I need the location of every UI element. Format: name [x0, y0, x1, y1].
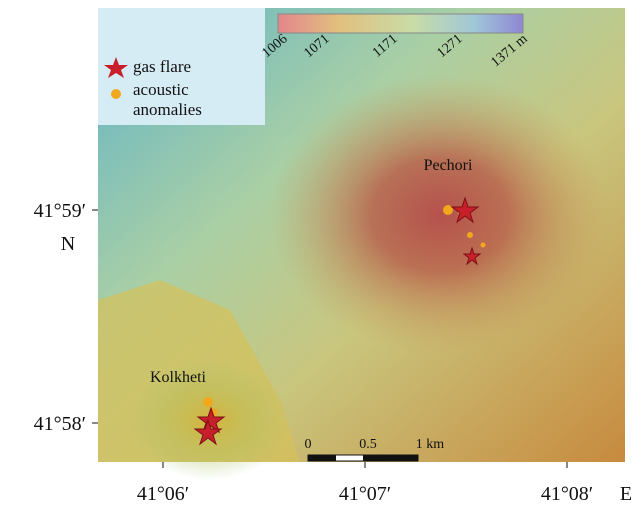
lon-label: 41°07′ [339, 483, 391, 505]
legend-dot [111, 89, 121, 99]
scale-bar [308, 455, 418, 461]
lat-label: 41°58′ [34, 413, 86, 435]
scale-label: 1 km [416, 437, 445, 452]
scale-label: 0.5 [359, 437, 377, 452]
lon-hemisphere: E [620, 483, 632, 505]
lon-label: 41°06′ [137, 483, 189, 505]
legend-label: gas flare [133, 57, 191, 76]
map-figure: Pechori Kolkheti gas flare acousticanoma… [0, 0, 641, 514]
lat-label: 41°59′ [34, 200, 86, 222]
scale-label: 0 [305, 437, 312, 452]
lat-hemisphere: N [61, 233, 75, 255]
place-label: Kolkheti [150, 369, 207, 386]
colorbar [278, 14, 523, 33]
pechori-mound [270, 75, 610, 355]
place-label: Pechori [424, 157, 473, 174]
lon-label: 41°08′ [541, 483, 593, 505]
